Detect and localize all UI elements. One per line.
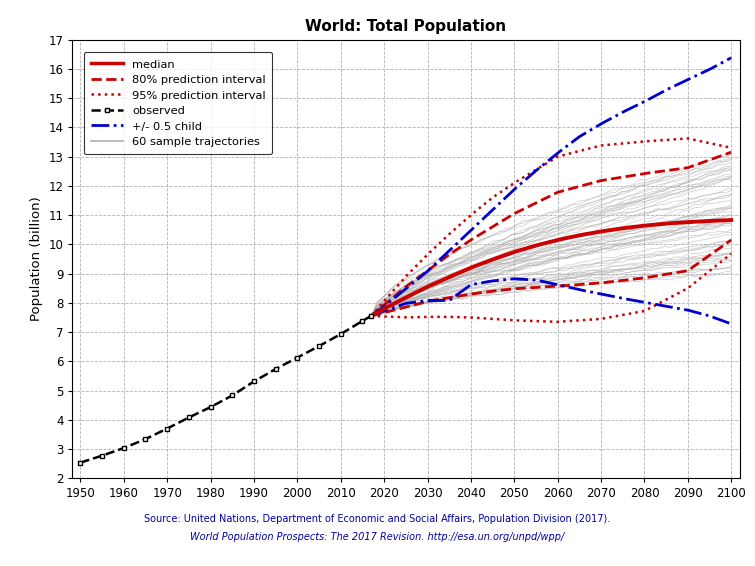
Text: World Population Prospects: The 2017 Revision. http://esa.un.org/unpd/wpp/: World Population Prospects: The 2017 Rev…: [190, 532, 565, 542]
Legend: median, 80% prediction interval, 95% prediction interval, observed, +/- 0.5 chil: median, 80% prediction interval, 95% pre…: [84, 52, 273, 155]
Text: Source: United Nations, Department of Economic and Social Affairs, Population Di: Source: United Nations, Department of Ec…: [144, 513, 611, 524]
Title: World: Total Population: World: Total Population: [305, 19, 507, 35]
Y-axis label: Population (billion): Population (billion): [30, 196, 43, 321]
